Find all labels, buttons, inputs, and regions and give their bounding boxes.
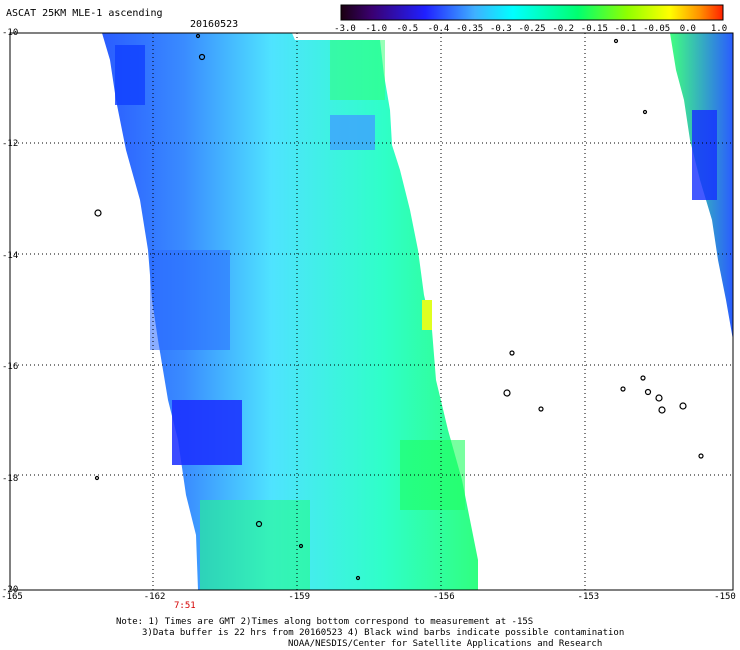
colorbar-tick-label: -0.1 <box>614 24 637 34</box>
colorbar-tick-label: -0.4 <box>427 24 450 34</box>
wind-swath-right <box>670 33 733 340</box>
swath-patch <box>115 45 145 105</box>
longitude-label: -150 <box>714 592 736 602</box>
note-line-1: Note: 1) Times are GMT 2)Times along bot… <box>116 617 534 627</box>
grid-lines <box>10 33 733 590</box>
swath-patch <box>692 110 717 200</box>
island-outlines <box>94 33 704 581</box>
colorbar-tick-label: -1.0 <box>365 24 387 34</box>
colorbar-gradient <box>340 4 724 21</box>
colorbar-tick-label: 1.0 <box>710 24 728 34</box>
swath-patch <box>330 115 375 150</box>
colorbar-tick-label: -0.15 <box>580 24 608 34</box>
note-line-3: NOAA/NESDIS/Center for Satellite Applica… <box>288 639 603 649</box>
latitude-label: -14 <box>2 250 19 261</box>
longitude-label: -162 <box>143 592 166 602</box>
latitude-label: -20 <box>2 585 19 595</box>
note-line-2: 3)Data buffer is 22 hrs from 20160523 4)… <box>142 628 625 638</box>
swath-patch <box>172 400 242 465</box>
map-frame <box>9 32 734 591</box>
swath-patch <box>150 250 230 350</box>
longitude-label: -159 <box>288 592 311 602</box>
colorbar-tick-label: 0.0 <box>679 24 696 34</box>
latitude-label: -10 <box>2 28 19 38</box>
colorbar-tick-label: -0.35 <box>456 24 484 34</box>
latitude-label: -16 <box>2 362 19 373</box>
colorbar-tick-label: -3.0 <box>334 24 356 34</box>
colorbar-tick-label: -0.25 <box>518 24 546 34</box>
swath-patch <box>330 40 385 100</box>
latitude-label: -18 <box>2 473 19 484</box>
swath-time-label: 7:51 <box>174 601 196 611</box>
colorbar-tick-label: -0.5 <box>396 24 419 34</box>
swath-patch <box>400 440 465 510</box>
chart-date: 20160523 <box>190 19 239 30</box>
longitude-label: -153 <box>577 592 600 602</box>
longitude-label: -156 <box>432 592 455 602</box>
latitude-label: -12 <box>2 139 19 150</box>
swath-patch <box>422 300 432 330</box>
swath-patch <box>200 500 310 590</box>
colorbar-tick-label: -0.05 <box>643 24 671 34</box>
longitude-label: -165 <box>1 592 23 602</box>
colorbar-tick-label: -0.2 <box>552 24 574 34</box>
colorbar-tick-label: -0.3 <box>489 24 512 34</box>
chart-title: ASCAT 25KM MLE-1 ascending <box>6 8 163 19</box>
